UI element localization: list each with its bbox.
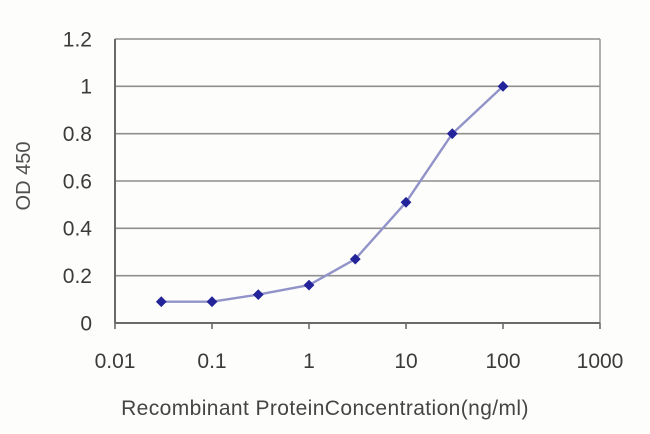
y-tick-label: 0.2 bbox=[63, 265, 92, 288]
y-tick-label: 0.6 bbox=[63, 170, 92, 193]
y-axis-tick-labels: 0 0.2 0.4 0.6 0.8 1 1.2 bbox=[63, 28, 93, 335]
x-axis-title: Recombinant ProteinConcentration(ng/ml) bbox=[121, 397, 529, 420]
x-axis-tick-labels: 0.01 0.1 1 10 100 1000 bbox=[95, 350, 624, 373]
data-point-marker-x10 bbox=[400, 196, 412, 208]
data-point-marker-x3 bbox=[349, 253, 361, 265]
x-tick-label: 0.01 bbox=[95, 350, 136, 373]
x-tick-label: 100 bbox=[485, 350, 520, 373]
y-axis-title: OD 450 bbox=[13, 142, 35, 211]
y-tick-label: 0 bbox=[80, 312, 92, 335]
x-tick-label: 10 bbox=[394, 350, 417, 373]
data-point-marker-x100 bbox=[497, 80, 509, 92]
series-line bbox=[160, 85, 505, 303]
y-tick-label: 1.2 bbox=[63, 28, 92, 51]
data-point-marker-x1 bbox=[303, 279, 315, 291]
y-tick-label: 0.4 bbox=[63, 218, 93, 241]
data-point-marker-x0.1 bbox=[206, 296, 218, 308]
y-tick-label: 0.8 bbox=[63, 123, 92, 146]
x-tick-label: 1000 bbox=[577, 350, 624, 373]
data-point-marker-x0.3 bbox=[252, 289, 264, 300]
y-tick-label: 1 bbox=[80, 76, 92, 99]
x-tick-label: 0.1 bbox=[197, 350, 226, 373]
data-point-marker-x0.03 bbox=[155, 296, 167, 308]
data-point-marker-x30 bbox=[446, 128, 458, 140]
axis-frame bbox=[114, 39, 601, 324]
gridlines bbox=[115, 38, 600, 277]
data-series bbox=[155, 80, 509, 308]
series-markers bbox=[155, 80, 509, 308]
x-tick-label: 1 bbox=[303, 350, 315, 373]
x-axis-tick-marks bbox=[114, 323, 601, 329]
